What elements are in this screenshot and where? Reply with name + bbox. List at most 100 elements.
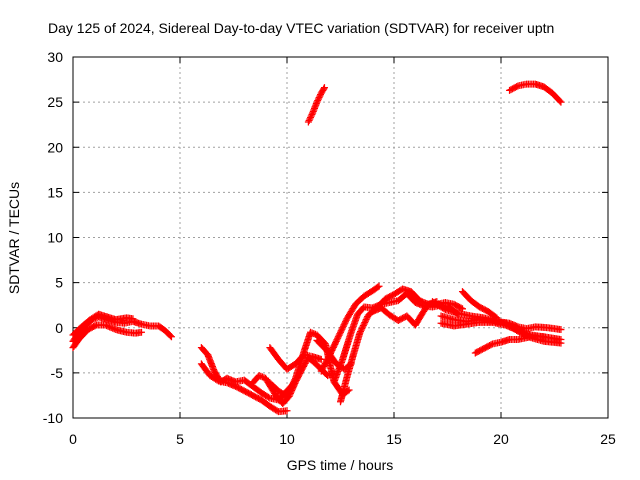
data-point (487, 341, 495, 349)
data-point (291, 376, 299, 384)
x-tick-label: 20 (493, 431, 509, 447)
y-tick-label: 25 (47, 94, 63, 110)
data-point (284, 391, 292, 399)
data-point (317, 355, 325, 363)
data-point (557, 326, 565, 334)
data-point (357, 326, 365, 334)
y-tick-label: 5 (55, 275, 63, 291)
data-point (307, 328, 315, 336)
data-point (310, 330, 318, 338)
data-point (328, 346, 336, 354)
x-tick-label: 10 (279, 431, 295, 447)
data-point (557, 98, 565, 106)
data-point (556, 97, 564, 105)
data-point (289, 380, 297, 388)
data-point (313, 98, 321, 106)
data-point (330, 342, 338, 350)
data-point (374, 283, 382, 291)
data-point (356, 329, 364, 337)
data-point (257, 372, 265, 380)
data-point (306, 115, 314, 123)
data-point (557, 339, 565, 347)
data-point (339, 322, 347, 330)
data-point (255, 372, 263, 380)
y-tick-label: 10 (47, 230, 63, 246)
data-point (331, 340, 339, 348)
y-tick-label: -10 (43, 410, 63, 426)
data-point (457, 304, 465, 312)
data-point (288, 382, 296, 390)
data-point (337, 327, 345, 335)
series-arc-4e (471, 333, 548, 357)
data-point (166, 332, 174, 340)
series-arc-6 (506, 80, 565, 106)
data-point (375, 282, 383, 290)
data-point (493, 314, 501, 322)
data-point (287, 385, 295, 393)
data-point (283, 392, 291, 400)
data-point (337, 328, 344, 336)
data-point (333, 336, 341, 344)
y-tick-label: 15 (47, 184, 63, 200)
data-point (341, 319, 349, 327)
data-point (316, 92, 324, 100)
data-point (264, 393, 272, 401)
data-point (307, 112, 315, 120)
y-tick-label: -5 (51, 365, 64, 381)
series-arc-4d (458, 288, 501, 322)
data-point (356, 328, 364, 336)
data-point (289, 379, 297, 387)
series-arc-1c (69, 310, 137, 339)
data-point (285, 388, 293, 396)
data-point (340, 321, 348, 329)
data-point (363, 314, 371, 322)
series-arc-5 (304, 84, 328, 126)
x-tick-label: 25 (600, 431, 616, 447)
data-point (308, 329, 316, 337)
data-point (513, 83, 521, 91)
data-point (360, 320, 368, 328)
data-point (91, 322, 99, 330)
x-tick-labels: 0 5 10 15 20 25 (69, 431, 616, 447)
x-axis-label: GPS time / hours (287, 457, 394, 473)
data-point (327, 348, 335, 356)
data-point (315, 94, 323, 102)
x-tick-label: 0 (69, 431, 77, 447)
data-point (167, 333, 175, 341)
data-point (341, 318, 349, 326)
series-arc-2e (266, 344, 325, 373)
y-tick-label: 30 (47, 49, 63, 65)
data-point (258, 373, 266, 381)
data-point (304, 118, 312, 126)
y-axis-label: SDTVAR / TECUs (6, 182, 22, 294)
data-point (440, 305, 448, 313)
y-tick-label: 20 (47, 139, 63, 155)
data-point (314, 97, 322, 105)
data-point (332, 339, 340, 347)
series-arc-3a (317, 282, 383, 375)
data-point (339, 324, 347, 332)
data-point (286, 386, 294, 394)
data-point (335, 331, 343, 339)
data-point (334, 333, 342, 341)
data-point (332, 337, 340, 345)
data-point (327, 349, 335, 357)
data-point (283, 407, 291, 415)
data-series (69, 80, 565, 416)
y-tick-label: 0 (55, 320, 63, 336)
data-point (320, 85, 328, 93)
x-tick-label: 5 (176, 431, 184, 447)
chart-title: Day 125 of 2024, Sidereal Day-to-day VTE… (48, 20, 554, 36)
data-point (361, 319, 369, 327)
series-arc-1b (69, 321, 145, 352)
data-point (359, 323, 367, 331)
data-point (320, 84, 328, 92)
x-tick-label: 15 (386, 431, 402, 447)
series-arc-2b (197, 360, 291, 416)
data-point (491, 313, 499, 321)
data-point (284, 389, 292, 397)
data-point (290, 377, 298, 385)
data-point (137, 328, 145, 336)
data-point (361, 317, 369, 325)
